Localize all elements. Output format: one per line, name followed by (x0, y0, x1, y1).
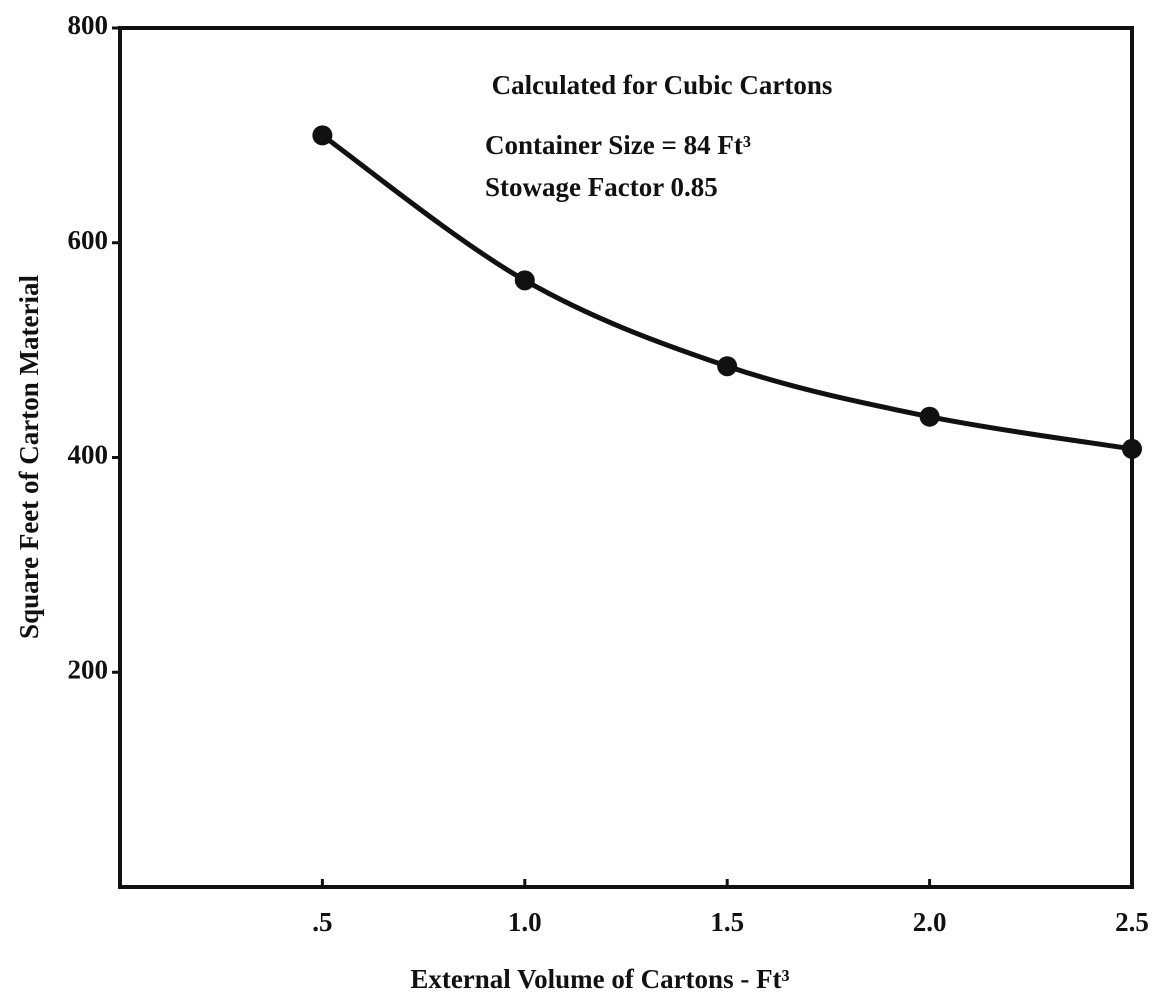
x-axis-label: External Volume of Cartons - Ft³ (410, 964, 789, 994)
x-tick-label: .5 (312, 907, 332, 937)
x-tick-label: 1.0 (508, 907, 542, 937)
y-axis-label: Square Feet of Carton Material (14, 275, 44, 639)
line (320, 133, 1133, 452)
annotation: Container Size = 84 Ft³ (485, 130, 751, 160)
y-tick-label: 800 (68, 10, 109, 40)
marker (312, 125, 333, 146)
annotation: Calculated for Cubic Cartons (492, 70, 833, 100)
x-tick-label: 1.5 (710, 907, 744, 937)
y-tick-label: 600 (68, 225, 109, 255)
x-tick-label: 2.0 (913, 907, 947, 937)
y-tick-label: 400 (68, 440, 109, 470)
annotation: Stowage Factor 0.85 (485, 172, 718, 202)
marker (1122, 438, 1142, 459)
y-tick-label: 200 (68, 654, 109, 684)
x-tick-label: 2.5 (1115, 907, 1149, 937)
marker (717, 356, 738, 377)
marker (919, 406, 940, 427)
marker (514, 270, 535, 291)
